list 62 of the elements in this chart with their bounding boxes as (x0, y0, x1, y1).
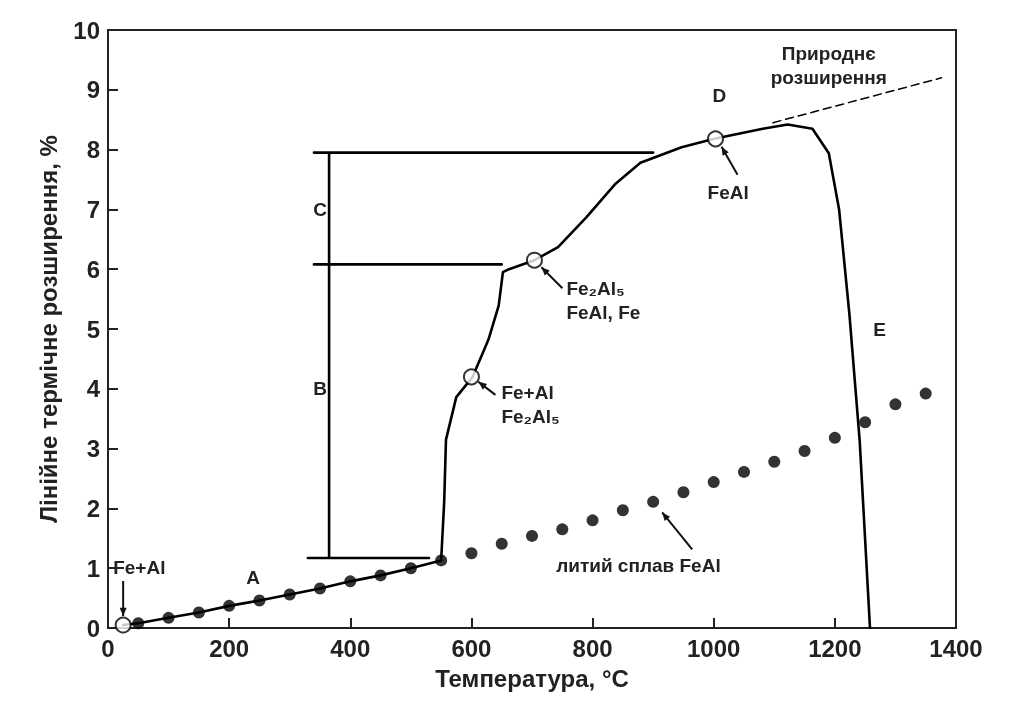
point (462, 368, 480, 386)
point (162, 611, 175, 624)
y-tick-label: 6 (86, 255, 100, 283)
point (404, 562, 417, 575)
point (616, 504, 629, 517)
y-tick-label: 8 (86, 136, 100, 164)
y-axis-title: Лінійне термічне розширення, % (34, 135, 62, 523)
annotation: Природнє розширення (770, 43, 887, 89)
annotation: Fe₂Al₅ FeAl, Fe (566, 277, 641, 323)
y-tick-label: 2 (86, 494, 100, 522)
y-tick-label: 9 (86, 76, 100, 104)
point (223, 599, 236, 612)
point (586, 514, 599, 527)
y-tick-label: 3 (86, 435, 100, 463)
annotation: Fe+Al (113, 556, 166, 578)
point (647, 495, 660, 508)
annotation: Fe+Al Fe₂Al₅ (501, 382, 560, 428)
annotation: C (313, 198, 328, 220)
annotation: B (313, 378, 327, 400)
point (526, 529, 538, 542)
x-tick-label: 1400 (929, 634, 983, 662)
point (495, 537, 508, 550)
annotation: FeAl (707, 182, 749, 204)
point (556, 523, 569, 536)
x-tick-label: 800 (572, 634, 613, 662)
point (132, 617, 145, 630)
point (828, 431, 841, 444)
x-tick-label: 1000 (687, 634, 741, 662)
point (859, 416, 872, 429)
y-tick-label: 1 (86, 554, 100, 582)
y-tick-label: 5 (86, 315, 100, 343)
x-tick-label: 1200 (808, 634, 862, 662)
point (344, 575, 357, 588)
point (707, 476, 720, 489)
y-tick-label: 7 (86, 195, 100, 223)
x-tick-label: 200 (209, 634, 250, 662)
y-tick-label: 4 (86, 375, 101, 403)
point (314, 582, 326, 595)
point (707, 130, 725, 148)
point (435, 554, 448, 567)
point (374, 569, 387, 582)
point (114, 616, 132, 634)
annotation: A (246, 566, 261, 588)
point (283, 588, 296, 601)
point (253, 594, 266, 607)
point (677, 486, 690, 499)
x-tick-label: 400 (330, 634, 371, 662)
point (525, 251, 543, 269)
y-tick-label: 10 (73, 16, 100, 44)
point (798, 444, 811, 457)
point (738, 465, 750, 478)
annotation: D (712, 85, 727, 107)
point (768, 455, 781, 468)
annotation: E (873, 318, 887, 340)
x-axis-title: Температура, °C (435, 664, 629, 692)
point (919, 387, 932, 400)
point (889, 398, 902, 411)
annotation: литий сплав FeAl (556, 554, 721, 576)
point (465, 547, 478, 560)
y-tick-label: 0 (86, 614, 100, 642)
x-tick-label: 600 (451, 634, 492, 662)
point (192, 606, 205, 619)
